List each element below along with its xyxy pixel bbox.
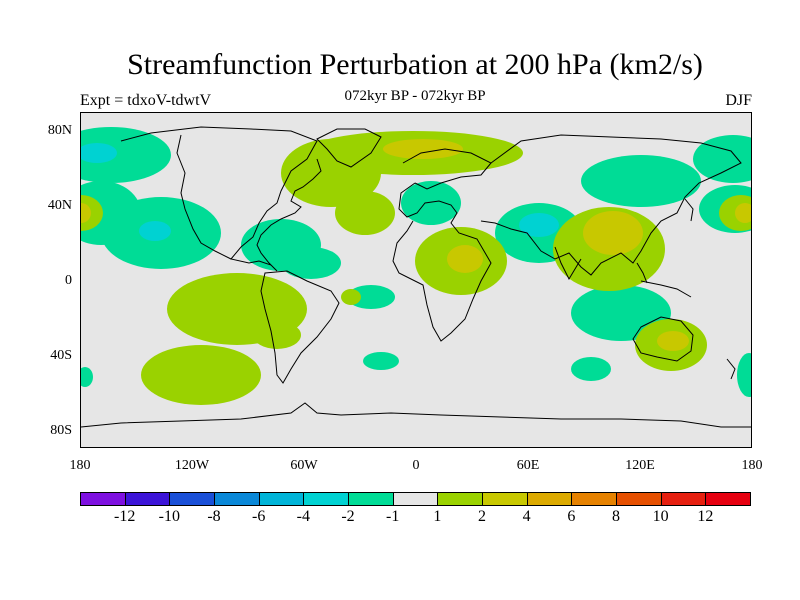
colorbar-swatch (124, 492, 171, 506)
lat-label-40n: 40N (47, 198, 72, 213)
colorbar-swatch (392, 492, 439, 506)
experiment-label: Expt = tdxoV-tdwtV (80, 92, 212, 109)
colorbar-swatch (80, 492, 126, 506)
lat-label-eq: 0 (65, 273, 72, 288)
lat-label-80n: 80N (47, 123, 72, 138)
colorbar-label: -2 (341, 508, 355, 525)
colorbar-label: 8 (612, 508, 620, 525)
lat-label-80s: 80S (50, 423, 72, 438)
positive-strong-patches (81, 139, 751, 351)
coastlines (81, 126, 751, 428)
plot-subtitle: 072kyr BP - 072kyr BP (344, 88, 486, 104)
colorbar-label: -10 (158, 508, 180, 525)
season-label: DJF (725, 92, 752, 109)
lon-label-120e: 120E (625, 458, 655, 473)
colorbar-label: -12 (113, 508, 136, 525)
colorbar-label: 2 (478, 508, 486, 525)
colorbar-label: -8 (207, 508, 221, 525)
colorbar-label: 10 (652, 508, 669, 525)
colorbar-swatch (660, 492, 707, 506)
lon-label-0: 0 (412, 458, 420, 473)
colorbar-swatch (526, 492, 573, 506)
colorbar-label: -4 (296, 508, 310, 525)
colorbar-swatch (303, 492, 349, 506)
lon-label-120w: 120W (174, 458, 210, 473)
colorbar-swatch (616, 492, 662, 506)
negative-strong-patches (81, 143, 559, 241)
colorbar-label: -1 (385, 508, 400, 525)
colorbar-label: 1 (433, 508, 442, 525)
lon-label-180e: 180 (741, 458, 763, 473)
map-canvas (81, 126, 751, 428)
lon-label-180w: 180 (69, 458, 91, 473)
colorbar-swatch (482, 492, 528, 506)
colorbar-label: -6 (251, 508, 266, 525)
colorbar-swatch (258, 492, 305, 506)
plot-title: Streamfunction Perturbation at 200 hPa (… (127, 48, 703, 81)
colorbar-label: 4 (522, 508, 531, 525)
colorbar-label: 12 (697, 508, 714, 525)
colorbar-swatch (705, 492, 751, 506)
colorbar-swatch (348, 492, 394, 506)
colorbar-swatch (437, 492, 483, 506)
lat-label-40s: 40S (50, 348, 72, 363)
world-map (80, 112, 752, 448)
colorbar-label: 6 (567, 508, 576, 525)
colorbar-swatch (214, 492, 260, 506)
colorbar-swatch (169, 492, 215, 506)
colorbar-swatch (571, 492, 617, 506)
lon-label-60w: 60W (290, 458, 318, 473)
lon-label-60e: 60E (516, 458, 540, 473)
